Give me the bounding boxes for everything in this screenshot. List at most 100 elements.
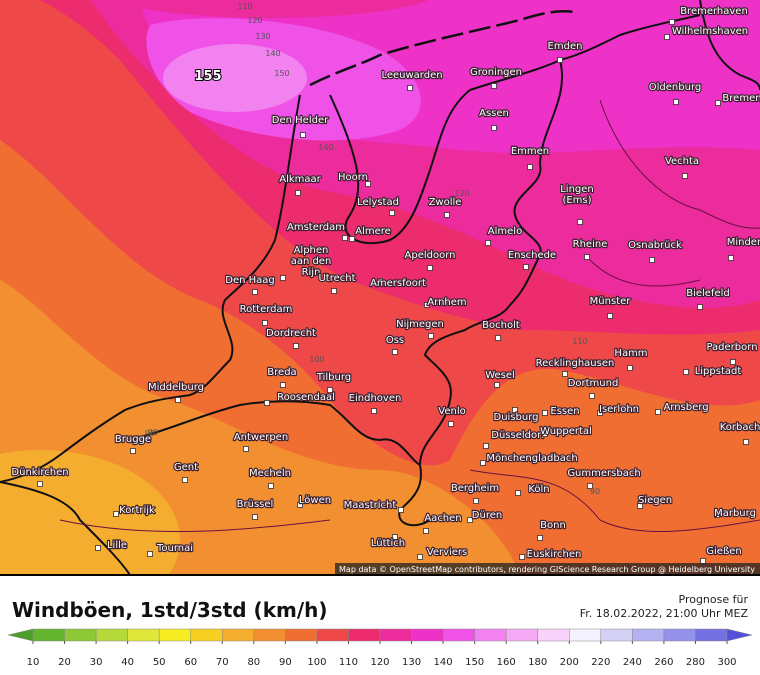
- city-label: Alkmaar: [279, 174, 321, 185]
- city-label: Amsterdam: [287, 222, 345, 233]
- city-marker: [480, 460, 486, 466]
- city-marker: [714, 512, 720, 518]
- city-marker: [342, 235, 348, 241]
- city-marker: [542, 431, 548, 437]
- city-marker: [467, 517, 473, 523]
- city-marker: [542, 410, 548, 416]
- city-label: Lippstadt: [695, 366, 742, 377]
- contour-label: 90: [590, 487, 600, 496]
- colorbar-tick-label: 300: [717, 657, 736, 668]
- city-marker: [424, 302, 430, 308]
- city-label: Enschede: [508, 250, 556, 261]
- city-label: Hamm: [614, 348, 647, 359]
- city-marker: [448, 421, 454, 427]
- city-marker: [649, 257, 655, 263]
- city-label: Arnsberg: [663, 402, 708, 413]
- city-marker: [494, 382, 500, 388]
- colorbar-tick-label: 260: [654, 657, 673, 668]
- colorbar-tick-label: 110: [339, 657, 358, 668]
- city-label: Rheine: [573, 239, 608, 250]
- city-marker: [389, 210, 395, 216]
- city-marker: [427, 265, 433, 271]
- colorbar-swatch: [95, 628, 128, 642]
- city-label: Löwen: [299, 495, 331, 506]
- city-marker: [182, 477, 188, 483]
- city-label: Lille: [107, 540, 127, 551]
- city-marker: [300, 132, 306, 138]
- city-label: Essen: [550, 406, 579, 417]
- city-label: Siegen: [638, 495, 672, 506]
- city-label: Oldenburg: [649, 82, 701, 93]
- city-label: Bonn: [540, 520, 566, 531]
- colorbar-swatch: [600, 628, 633, 642]
- attribution: Map data © OpenStreetMap contributors, r…: [339, 565, 755, 574]
- contour-label: 90: [145, 429, 155, 438]
- city-marker: [262, 320, 268, 326]
- colorbar-tick-label: 80: [247, 657, 260, 668]
- city-label: Bielefeld: [686, 288, 730, 299]
- city-marker: [331, 288, 337, 294]
- weser-coast: [699, 0, 760, 91]
- field-70: [0, 450, 180, 575]
- city-marker: [423, 528, 429, 534]
- attribution-bg: [335, 563, 760, 575]
- city-marker: [417, 554, 423, 560]
- colorbar-swatch: [537, 628, 570, 642]
- city-label: Groningen: [470, 67, 522, 78]
- city-marker: [175, 397, 181, 403]
- map: Bremerhaven Wilhelmshaven Emden Leeuwarden G…: [0, 0, 760, 575]
- city-label: Osnabrück: [628, 240, 682, 251]
- wadden-islands: [309, 10, 576, 87]
- city-marker: [495, 335, 501, 341]
- city-marker: [512, 407, 518, 413]
- colorbar-arrow-low: [7, 628, 34, 642]
- city-marker: [584, 254, 590, 260]
- city-marker: [268, 483, 274, 489]
- city-label: Düsseldorf: [491, 430, 545, 441]
- colorbar-swatch: [442, 628, 475, 642]
- city-label: Den Haag: [225, 275, 275, 286]
- city-marker: [130, 448, 136, 454]
- border-be: [0, 400, 421, 575]
- city-label: Apeldoorn: [405, 250, 456, 261]
- colorbar-tick-label: 200: [560, 657, 579, 668]
- city-marker: [562, 371, 568, 377]
- city-label: Mönchengladbach: [486, 453, 577, 464]
- colorbar-swatch: [222, 628, 255, 642]
- city-label: Korbach: [720, 422, 760, 433]
- city-marker: [557, 57, 563, 63]
- city-marker: [743, 439, 749, 445]
- city-label: Antwerpen: [234, 432, 288, 443]
- city-marker: [728, 255, 734, 261]
- colorbar-swatch: [158, 628, 191, 642]
- colorbar-tick-label: 40: [121, 657, 134, 668]
- city-label: Bergheim: [451, 483, 499, 494]
- city-marker: [697, 304, 703, 310]
- city-marker: [537, 535, 543, 541]
- field-150: [163, 44, 307, 112]
- city-marker: [327, 387, 333, 393]
- ijsselmeer-coast: [329, 14, 701, 245]
- city-label: Hoorn: [338, 172, 368, 183]
- city-label: Marburg: [714, 508, 756, 519]
- colorbar-tick-label: 30: [90, 657, 103, 668]
- legend-title: Windböen, 1std/3std (km/h): [12, 598, 328, 622]
- city-label: Dordrecht: [266, 328, 316, 339]
- city-marker: [295, 190, 301, 196]
- contour-label: 140: [265, 49, 280, 58]
- city-label: Venlo: [438, 406, 465, 417]
- city-label: Oss: [386, 335, 404, 346]
- city-marker: [627, 365, 633, 371]
- city-marker: [392, 534, 398, 540]
- city-label: Tilburg: [316, 372, 351, 383]
- city-marker: [527, 164, 533, 170]
- city-marker: [147, 551, 153, 557]
- city-marker: [392, 349, 398, 355]
- city-label: Dortmund: [568, 378, 619, 389]
- colorbar-swatch: [379, 628, 412, 642]
- city-marker: [407, 85, 413, 91]
- city-label: Gummersbach: [567, 468, 640, 479]
- contour-label: 155: [194, 69, 221, 84]
- city-label: Lingen (Ems): [560, 184, 594, 206]
